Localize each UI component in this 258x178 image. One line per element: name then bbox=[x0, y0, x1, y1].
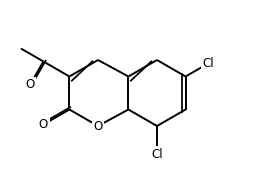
Text: Cl: Cl bbox=[202, 57, 214, 70]
Text: Cl: Cl bbox=[151, 148, 163, 161]
Text: O: O bbox=[93, 119, 103, 132]
Text: O: O bbox=[25, 78, 35, 91]
Text: O: O bbox=[39, 118, 48, 131]
